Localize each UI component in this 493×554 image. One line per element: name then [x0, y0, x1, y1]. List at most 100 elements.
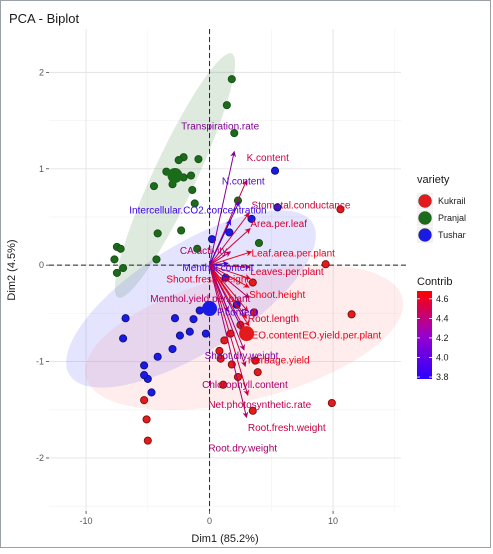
point-pranjal [110, 255, 119, 264]
variable-label: Stomatal.conductance [252, 200, 351, 211]
variable-label: Menthol.yield.per.plant [150, 294, 250, 305]
point-tushar [225, 228, 234, 237]
variable-label: Herbage.yield [248, 356, 310, 367]
point-pranjal [116, 244, 125, 253]
point-kukrail [216, 354, 225, 363]
point-tushar [168, 344, 177, 354]
y-tick-label: 1 [39, 164, 44, 174]
variable-label: Root.dry.weight [208, 443, 277, 454]
arrow-net-photosynthetic-rate [209, 265, 247, 367]
variable-label: Net.photosynthetic.rate [208, 400, 311, 411]
arrow-shoot-fresh-weight [209, 264, 251, 280]
point-kukrail [140, 396, 149, 405]
variable-label: Root.length [248, 314, 299, 325]
point-kukrail [219, 380, 228, 389]
contrib-tick-label: 4.2 [436, 333, 449, 343]
point-pranjal [177, 226, 186, 235]
variable-label: Shoot.fresh.weight [166, 275, 249, 286]
point-kukrail [327, 398, 336, 408]
point-tushar [121, 314, 130, 323]
variable-label: Root.fresh.weight [248, 423, 326, 434]
point-pranjal [149, 182, 159, 191]
arrow-herbage-yield [209, 264, 249, 336]
point-kukrail [336, 205, 345, 214]
group-centroids [167, 168, 255, 342]
legend-label-pranjal: Pranjal [438, 213, 466, 223]
point-tushar [119, 334, 128, 343]
arrow-menthol-yield-per-plant [209, 264, 250, 299]
point-pranjal [222, 101, 231, 110]
variable-label: Transpiration.rate [181, 121, 259, 132]
x-tick-label: 10 [328, 516, 338, 526]
variable-label: K.content [247, 153, 289, 164]
point-pranjal [153, 229, 162, 238]
variable-label: Area.per.leaf [250, 219, 307, 230]
arrow-leaf-area-per-plant [209, 250, 253, 266]
arrow-shoot-height [209, 264, 250, 288]
variable-label: Leaves.per.plant [250, 267, 324, 278]
individual-points [110, 75, 356, 445]
point-tushar [140, 371, 149, 380]
arrow-root-dry-weight [209, 265, 249, 419]
point-tushar [189, 315, 198, 324]
arrow-transpiration-rate [209, 150, 237, 266]
point-kukrail [251, 356, 260, 365]
variable-labels: Transpiration.rate K.content N.content Stom… [129, 121, 381, 454]
point-tushar [270, 166, 280, 175]
variable-label: Chlorophyll.content [202, 380, 288, 391]
variable-label: EO.content [252, 331, 302, 342]
contrib-tick-label: 3.8 [436, 372, 449, 382]
point-tushar [201, 329, 210, 338]
x-tick-label: 0 [207, 516, 212, 526]
arrow-leaves-per-plant [209, 263, 251, 270]
variable-label: Menthol.content [182, 263, 253, 274]
contrib-color-bar [417, 291, 432, 379]
y-tick-label: 0 [39, 260, 44, 270]
legend-label-tushar: Tushar [438, 230, 466, 240]
centroid-kukrail [239, 326, 255, 342]
point-tushar [273, 203, 282, 212]
point-pranjal [190, 199, 199, 208]
arrow-ca-activity [209, 251, 232, 266]
variable-label: CA.activity [180, 246, 227, 257]
point-pranjal [152, 255, 161, 264]
zero-lines [49, 29, 409, 511]
arrow-area-per-leaf [209, 228, 251, 266]
point-kukrail [215, 346, 224, 356]
legend-key-pranjal [418, 211, 432, 225]
variable-label: Leaf.area.per.plant [252, 249, 336, 260]
contrib-tick-label: 4.6 [436, 294, 449, 304]
point-kukrail [249, 308, 259, 317]
point-kukrail [248, 278, 257, 287]
point-tushar [185, 327, 194, 336]
chart-title: PCA - Biplot [9, 11, 79, 26]
x-axis-label: Dim1 (85.2%) [191, 533, 258, 545]
legend-contrib-title: Contrib [417, 276, 452, 288]
y-tick-label: -1 [36, 357, 44, 367]
variable-label: Intercellular.CO2.concentration [129, 205, 266, 216]
y-tick-label: -2 [36, 453, 44, 463]
arrow-stomatal-conductance [209, 212, 250, 266]
point-tushar [147, 388, 156, 397]
variable-arrows [209, 150, 253, 419]
point-pranjal [186, 171, 196, 180]
variable-label: Shoot.dry.weight [205, 351, 279, 362]
arrow-root-length [209, 264, 249, 312]
point-pranjal [194, 155, 203, 164]
arrow-intercellular-co2-concentration [209, 219, 232, 266]
legend-key-tushar [418, 228, 432, 242]
legend-variety: variety Kukrail Pranjal Tushar [417, 174, 466, 243]
contrib-tick-label: 4.0 [436, 352, 449, 362]
y-tick-labels: -2 -1 0 1 2 [36, 67, 49, 463]
point-kukrail [248, 406, 257, 415]
point-pranjal [193, 244, 202, 253]
x-tick-label: -10 [80, 516, 93, 526]
point-pranjal [119, 264, 128, 273]
legend-variety-title: variety [417, 174, 450, 186]
point-tushar [153, 352, 162, 361]
arrow-eo-yield-per-plant [209, 264, 250, 327]
point-kukrail [321, 260, 330, 269]
point-kukrail [143, 436, 152, 445]
